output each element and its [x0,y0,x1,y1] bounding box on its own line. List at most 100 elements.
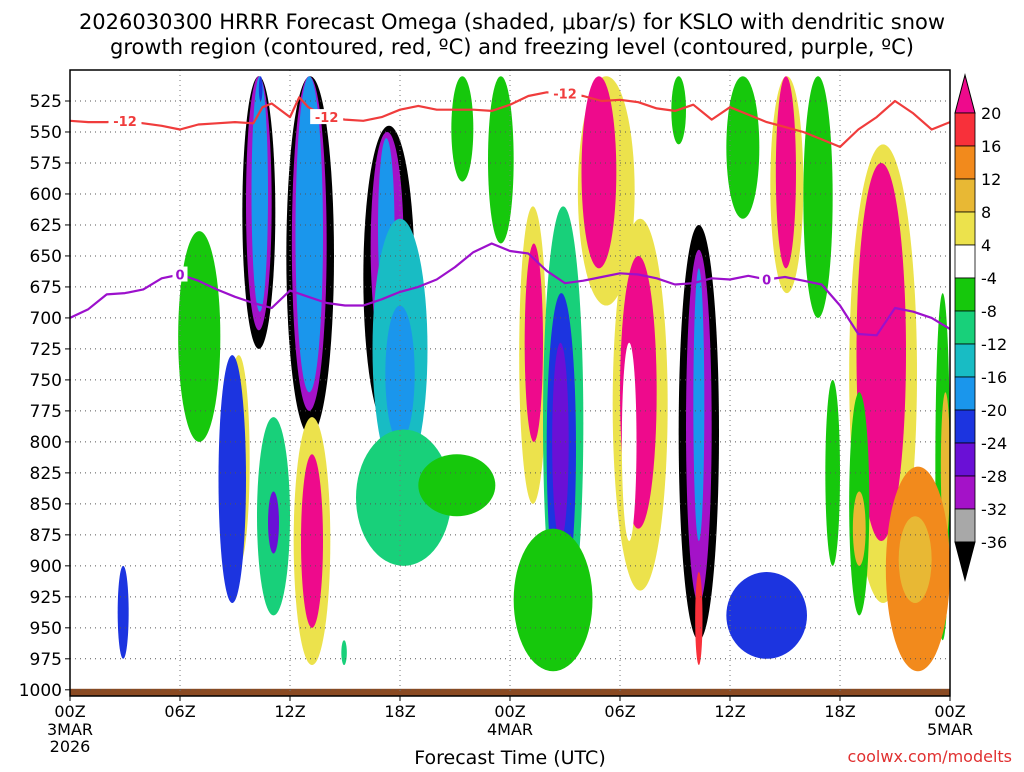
y-tick-label-825: 825 [30,464,62,484]
chart-title-line1: 2026030300 HRRR Forecast Omega (shaded, … [79,10,945,34]
y-tick-label-950: 950 [30,619,62,639]
omega-cell-50 [341,640,347,666]
omega-cell-36 [178,231,221,442]
omega-cell-14 [581,76,617,269]
omega-cell-54 [726,572,808,659]
x-tick-label-0: 00Z [54,702,85,721]
omega-cell-38 [451,76,474,182]
grid-lines [69,70,951,696]
y-tick-label-900: 900 [30,557,62,577]
omega-cell-45 [852,491,866,566]
chart-title-line2: growth region (contoured, red, ºC) and f… [110,35,914,59]
colorbar-label-11: -28 [981,467,1007,486]
omega-cell-42 [803,76,833,318]
omega-cell-31 [385,305,415,442]
y-tick-label-550: 550 [30,123,62,143]
colorbar-seg-13 [954,508,976,543]
omega-cell-16 [775,76,797,269]
contour-minus12-label-bg-2 [548,85,582,101]
omega-cell-33 [268,491,279,554]
colorbar-label-0: 20 [981,104,1001,123]
colorbar-seg-2 [954,145,976,180]
freezing-level-label-bg-0 [172,266,188,282]
omega-shading [70,76,950,696]
colorbar-label-5: -4 [981,269,997,288]
x-tick-date-48: 5MAR [927,720,973,739]
colorbar-label-6: -8 [981,302,997,321]
x-tick-date-0: 3MAR [47,720,93,739]
x-tick-label-36: 12Z [714,702,745,721]
y-tick-label-875: 875 [30,526,62,546]
colorbar-seg-6 [954,277,976,312]
y-tick-label-750: 750 [30,371,62,391]
contour-minus12-label-bg-0 [108,112,142,128]
colorbar-label-7: -12 [981,335,1007,354]
omega-cell-22 [524,243,543,442]
y-tick-label-925: 925 [30,588,62,608]
contour-minus12-label-2: -12 [553,88,577,103]
omega-cell-34 [356,429,452,566]
y-tick-label-700: 700 [30,309,62,329]
omega-cell-12 [693,268,705,542]
colorbar-seg-12 [954,475,976,510]
colorbar-label-2: 12 [981,170,1001,189]
colorbar-label-12: -32 [981,500,1007,519]
y-tick-label-775: 775 [30,402,62,422]
colorbar-seg-10 [954,409,976,444]
x-tick-label-12: 12Z [274,702,305,721]
y-tick-label-650: 650 [30,247,62,267]
contour-minus12-line [70,91,950,148]
colorbar: 20 16 12 8 4 -4 -8 -12 -16 -20 -24 -28 -32 -36 [954,73,1007,582]
y-axis: 525 550 575 600 625 650 675 700 725 750 775 800 825 8… [19,92,70,701]
colorbar-label-3: 8 [981,203,991,222]
x-tick-label-18: 18Z [384,702,415,721]
omega-cell-43 [825,379,841,566]
x-tick-label-24: 00Z [494,702,525,721]
omega-cell-46 [621,342,637,542]
x-axis-label: Forecast Time (UTC) [414,747,605,768]
contour-minus12-label-bg-1 [310,109,344,125]
omega-cell-39 [488,76,514,244]
omega-cell-18 [856,162,906,542]
credit-link[interactable]: coolwx.com/modelts [848,747,1012,766]
freezing-level-label-0: 0 [175,269,184,284]
x-tick-label-42: 18Z [824,702,855,721]
colorbar-seg-1 [954,112,976,147]
y-tick-label-975: 975 [30,650,62,670]
freezing-level-label-bg-1 [759,271,775,287]
x-tick-year-0: 2026 [50,737,91,756]
omega-cell-3 [258,76,263,101]
colorbar-seg-3 [954,178,976,213]
omega-cell-55 [218,355,246,604]
colorbar-label-8: -16 [981,368,1007,387]
colorbar-label-9: -20 [981,401,1007,420]
freezing-level-line [70,242,950,337]
temperature-contours: -12 -12 -12 0 0 [70,85,950,337]
colorbar-seg-4 [954,211,976,246]
omega-cell-35 [418,454,496,517]
omega-cell-37 [513,528,593,672]
y-tick-label-800: 800 [30,433,62,453]
freezing-level-label-1: 0 [762,273,771,288]
colorbar-seg-11 [954,442,976,477]
colorbar-label-13: -36 [981,533,1007,552]
omega-cell-53 [898,516,932,604]
colorbar-top-arrow [954,73,976,114]
colorbar-seg-9 [954,376,976,411]
terrain-strip [70,688,950,696]
y-tick-label-725: 725 [30,340,62,360]
x-tick-label-48: 00Z [934,702,965,721]
y-tick-label-525: 525 [30,92,62,112]
omega-cell-47 [695,572,703,666]
colorbar-seg-8 [954,343,976,378]
omega-cell-41 [726,76,760,219]
x-tick-date-24: 4MAR [487,720,533,739]
colorbar-bottom-arrow [954,541,976,582]
colorbar-seg-7 [954,310,976,345]
contour-minus12-label-1: -12 [315,111,339,126]
contour-minus12-label-0: -12 [113,115,137,130]
colorbar-label-1: 16 [981,137,1001,156]
